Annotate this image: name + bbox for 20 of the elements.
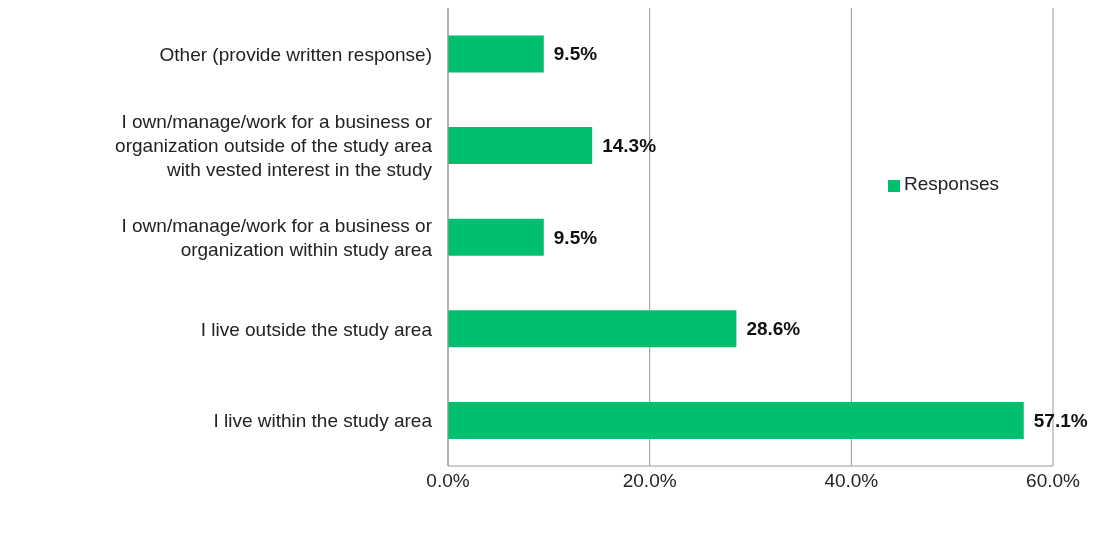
legend-label: Responses <box>904 173 1000 194</box>
bar <box>448 35 544 73</box>
bar <box>448 218 544 256</box>
data-label: 57.1% <box>1033 409 1088 431</box>
y-tick-label: I live within the study area <box>213 409 433 431</box>
y-tick-label: I own/manage/work for a business or organization within study area <box>121 214 433 260</box>
x-tick-label: 20.0% <box>622 470 677 492</box>
y-tick-label: Other (provide written response) <box>159 43 432 65</box>
data-label: 14.3% <box>602 135 657 157</box>
data-label: 9.5% <box>553 226 598 248</box>
x-tick-label: 40.0% <box>824 470 879 492</box>
bar <box>448 310 737 348</box>
y-tick-label: I own/manage/work for a business or organization outside of the study area with vested interest in the study <box>115 110 433 180</box>
bar <box>448 127 593 165</box>
data-label: 28.6% <box>746 318 801 340</box>
x-tick-label: 0.0% <box>426 470 470 492</box>
bar <box>448 401 1024 439</box>
data-label: 9.5% <box>553 43 598 65</box>
y-tick-label: I live outside the study area <box>200 318 433 340</box>
x-tick-label: 60.0% <box>1026 470 1081 492</box>
